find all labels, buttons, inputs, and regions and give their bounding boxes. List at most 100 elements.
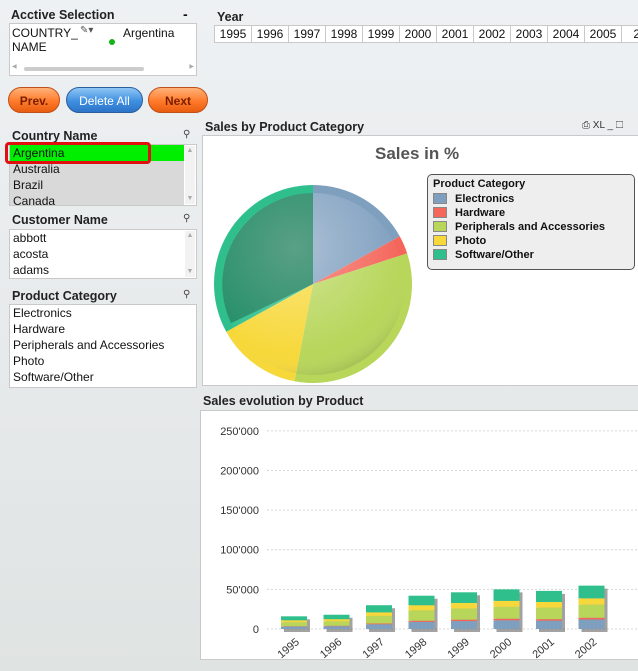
bar-segment[interactable] (493, 618, 520, 621)
year-list-item[interactable]: 1999 (363, 26, 400, 42)
prev-button[interactable]: Prev. (8, 87, 60, 113)
list-item-customer[interactable]: acosta (13, 247, 49, 261)
list-item-country[interactable]: Canada (10, 193, 184, 205)
bar-panel-caption: Sales evolution by Product (203, 394, 364, 408)
pie-legend-item: Hardware (433, 206, 629, 220)
legend-label: Electronics (455, 193, 515, 205)
list-item-product-category[interactable]: Hardware (13, 322, 66, 336)
customer-scrollbar[interactable]: ▲ ▼ (185, 231, 195, 277)
bar-segment[interactable] (578, 619, 605, 629)
year-list-item[interactable]: 1998 (326, 26, 363, 42)
bar-segment[interactable] (536, 620, 562, 629)
bar-segment[interactable] (408, 621, 435, 629)
bar-segment[interactable] (408, 620, 435, 622)
year-list-item[interactable]: 2000 (400, 26, 437, 42)
bar-segment[interactable] (578, 617, 605, 620)
list-item-product-category[interactable]: Peripherals and Accessories (13, 338, 165, 352)
minimize-icon[interactable]: _ (607, 120, 613, 131)
year-list-item[interactable]: 2005 (585, 26, 622, 42)
selection-hscroll[interactable]: ◀ ▶ (12, 64, 194, 71)
x-tick-label: 1997 (360, 636, 386, 660)
year-list-item[interactable]: 20 (622, 26, 638, 42)
bar-segment[interactable] (451, 603, 477, 609)
bar-segment[interactable] (366, 605, 392, 613)
year-list-item[interactable]: 2004 (548, 26, 585, 42)
year-list-item[interactable]: 1996 (252, 26, 289, 42)
bar-segment[interactable] (536, 607, 562, 620)
x-tick-label: 1998 (403, 636, 429, 660)
legend-label: Software/Other (455, 249, 534, 261)
list-item-country[interactable]: Argentina (10, 145, 184, 161)
bar-segment[interactable] (493, 620, 520, 629)
bar-segment[interactable] (578, 598, 605, 605)
bar-segment[interactable] (323, 619, 350, 622)
year-list-item[interactable]: 2003 (511, 26, 548, 42)
list-item-product-category[interactable]: Electronics (13, 306, 72, 320)
selection-clear-icon[interactable]: ✎▾ (80, 25, 94, 36)
bar-segment[interactable] (323, 626, 350, 629)
xl-export-button[interactable]: XL (592, 120, 605, 131)
bar-segment[interactable] (281, 620, 307, 623)
customer-search-icon[interactable]: ⚲ (183, 213, 191, 224)
list-item-product-category[interactable]: Photo (13, 354, 45, 368)
bar-segment[interactable] (281, 616, 307, 621)
product-category-search-icon[interactable]: ⚲ (183, 289, 191, 300)
bar-segment[interactable] (578, 604, 605, 618)
bar-segment[interactable] (281, 626, 307, 629)
bar-segment[interactable] (323, 621, 350, 626)
bar-segment[interactable] (281, 622, 307, 627)
active-selection-box: COUNTRY_ NAME ✎▾ Argentina ◀ ▶ (9, 23, 197, 76)
legend-swatch (433, 207, 447, 218)
pie-chart (214, 185, 412, 383)
list-item-country[interactable]: Brazil (10, 177, 184, 193)
year-list-item[interactable]: 2001 (437, 26, 474, 42)
delete-all-button[interactable]: Delete All (66, 87, 143, 113)
year-list-item[interactable]: 1995 (215, 26, 252, 42)
country-scrollbar[interactable]: ▲ ▼ (185, 146, 195, 204)
list-item-product-category[interactable]: Software/Other (13, 370, 94, 384)
bar-segment[interactable] (323, 614, 350, 620)
next-button[interactable]: Next (148, 87, 208, 113)
list-item-customer[interactable]: adams (13, 263, 50, 277)
x-tick-label: 2002 (573, 636, 599, 660)
year-list-item[interactable]: 1997 (289, 26, 326, 42)
country-search-icon[interactable]: ⚲ (183, 129, 191, 140)
pie-shadow-overlay (222, 193, 313, 324)
bar-segment[interactable] (578, 585, 605, 599)
bar-segment[interactable] (493, 606, 520, 619)
pie-panel-caption: Sales by Product Category (205, 120, 365, 134)
bar-segment[interactable] (451, 592, 477, 604)
bar-segment[interactable] (366, 615, 392, 624)
bar-segment[interactable] (366, 612, 392, 616)
legend-label: Photo (455, 235, 487, 247)
bar-chart: 0 50'000 100'000 150'000 200'000 250'000 1995 1… (220, 426, 638, 660)
bar-segment[interactable] (493, 589, 520, 601)
print-icon[interactable]: ⎙ (582, 120, 590, 131)
bar-segment[interactable] (536, 619, 562, 621)
bar-segment[interactable] (366, 623, 392, 625)
product-category-listbox: Electronics Hardware Peripherals and Acc… (9, 304, 197, 388)
x-tick-label: 2001 (530, 636, 556, 660)
bar-segment[interactable] (536, 590, 562, 602)
active-selection-minimize-button[interactable]: - (183, 6, 188, 22)
legend-label: Hardware (455, 207, 506, 219)
bar-segment[interactable] (493, 600, 520, 607)
year-title: Year (217, 10, 244, 24)
pie-chart-panel: Sales in % Product Category Electronics H… (202, 135, 638, 386)
bar-segment[interactable] (451, 619, 477, 622)
bar-segment[interactable] (408, 605, 435, 611)
maximize-icon[interactable]: ☐ (615, 120, 624, 131)
list-item-customer[interactable]: abbott (13, 231, 47, 245)
bar-segment[interactable] (536, 601, 562, 608)
customer-listbox: abbott acosta adams ▲ ▼ (9, 229, 197, 279)
bar-segment[interactable] (408, 595, 435, 606)
pie-legend: Product Category Electronics Hardware Peri… (427, 174, 635, 270)
year-listbox: 1995 1996 1997 1998 1999 2000 2001 2002 2003 2004… (214, 25, 638, 43)
bar-segment[interactable] (451, 608, 477, 620)
bar-segment[interactable] (451, 621, 477, 629)
list-item-country[interactable]: Australia (10, 161, 184, 177)
bar-segment[interactable] (366, 624, 392, 629)
bar-segment[interactable] (408, 610, 435, 621)
pie-legend-item: Software/Other (433, 248, 629, 262)
year-list-item[interactable]: 2002 (474, 26, 511, 42)
